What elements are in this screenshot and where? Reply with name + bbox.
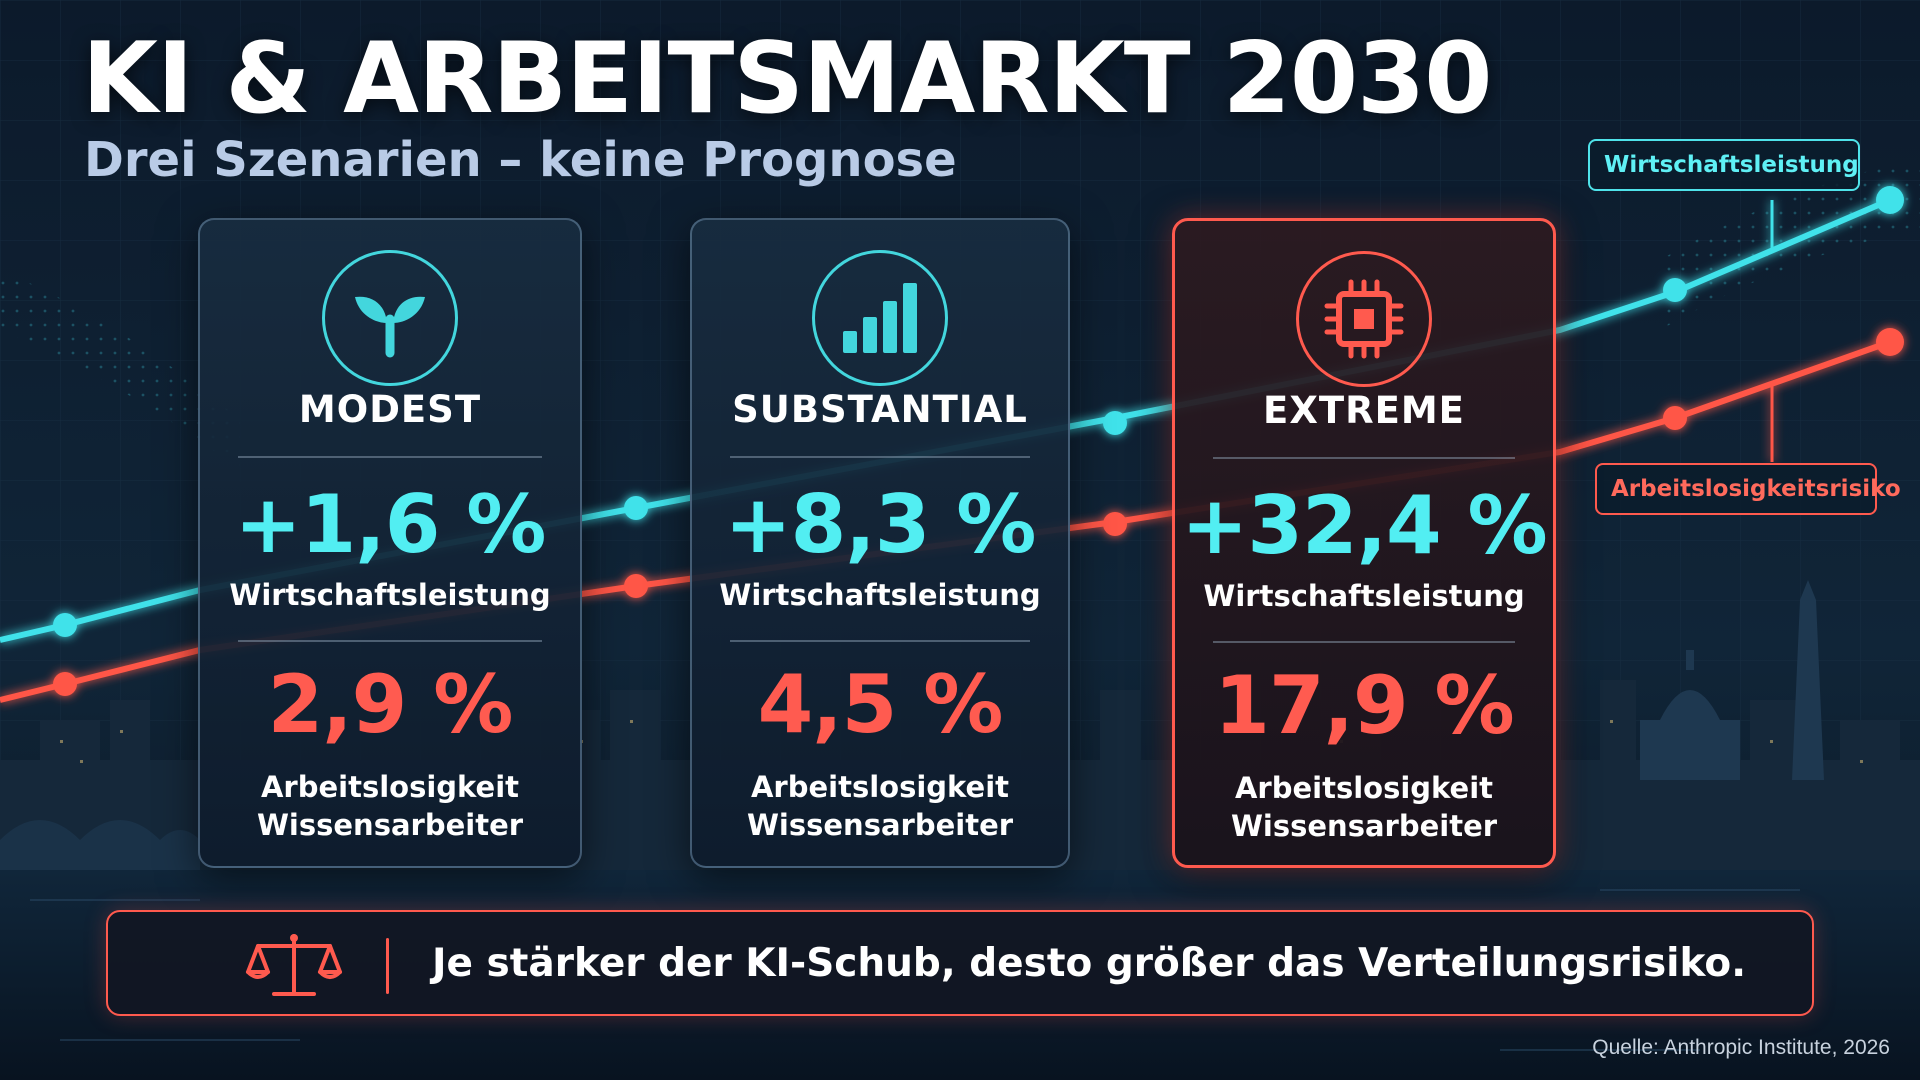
source-citation: Quelle: Anthropic Institute, 2026 — [1592, 1036, 1890, 1059]
divider — [238, 456, 542, 458]
unemployment-label-line-1: Arbeitslosigkeit — [1234, 771, 1494, 805]
scenario-card-extreme: EXTREME +32,4 % Wirtschaftsleistung 17,9… — [1172, 218, 1556, 868]
unemployment-value: 2,9 % — [267, 658, 514, 751]
divider — [730, 456, 1030, 458]
unemployment-value: 4,5 % — [757, 658, 1004, 751]
divider — [1213, 457, 1515, 459]
sprout-icon — [322, 250, 458, 386]
unemployment-label: Arbeitslosigkeit Wissensarbeiter — [1175, 769, 1553, 845]
unemployment-label-line-1: Arbeitslosigkeit — [260, 770, 520, 804]
bar-chart-icon — [812, 250, 948, 386]
unemployment-value: 17,9 % — [1214, 659, 1514, 752]
unemployment-label-line-1: Arbeitslosigkeit — [750, 770, 1010, 804]
legend-risk-label: Arbeitslosigkeitsrisiko — [1595, 463, 1901, 515]
conclusion-banner: Je stärker der KI-Schub, desto größer da… — [106, 910, 1814, 1016]
economic-growth-value: +32,4 % — [1181, 479, 1547, 572]
separator — [386, 938, 389, 994]
legend-economic-label: Wirtschaftsleistung — [1588, 139, 1860, 191]
scenario-name: EXTREME — [1263, 389, 1465, 432]
economic-growth-label: Wirtschaftsleistung — [719, 578, 1041, 612]
unemployment-label-line-2: Wissensarbeiter — [256, 808, 524, 842]
unemployment-label-line-2: Wissensarbeiter — [1230, 809, 1498, 843]
scenario-card-substantial: SUBSTANTIAL +8,3 % Wirtschaftsleistung 4… — [690, 218, 1070, 868]
divider — [730, 640, 1030, 642]
scale-icon — [246, 934, 342, 996]
conclusion-text: Je stärker der KI-Schub, desto größer da… — [432, 940, 1747, 986]
scenario-name: MODEST — [298, 388, 482, 431]
unemployment-label: Arbeitslosigkeit Wissensarbeiter — [200, 768, 580, 844]
economic-growth-value: +1,6 % — [234, 478, 547, 571]
economic-growth-value: +8,3 % — [724, 478, 1037, 571]
chip-icon — [1296, 251, 1432, 387]
unemployment-label-line-2: Wissensarbeiter — [746, 808, 1014, 842]
economic-growth-label: Wirtschaftsleistung — [229, 578, 551, 612]
page-title: KI & ARBEITSMARKT 2030 — [82, 22, 1492, 136]
scenario-name: SUBSTANTIAL — [732, 388, 1028, 431]
divider — [1213, 641, 1515, 643]
scenario-card-modest: MODEST +1,6 % Wirtschaftsleistung 2,9 % … — [198, 218, 582, 868]
divider — [238, 640, 542, 642]
economic-growth-label: Wirtschaftsleistung — [1203, 579, 1525, 613]
unemployment-label: Arbeitslosigkeit Wissensarbeiter — [692, 768, 1068, 844]
page-subtitle: Drei Szenarien – keine Prognose — [84, 132, 957, 188]
